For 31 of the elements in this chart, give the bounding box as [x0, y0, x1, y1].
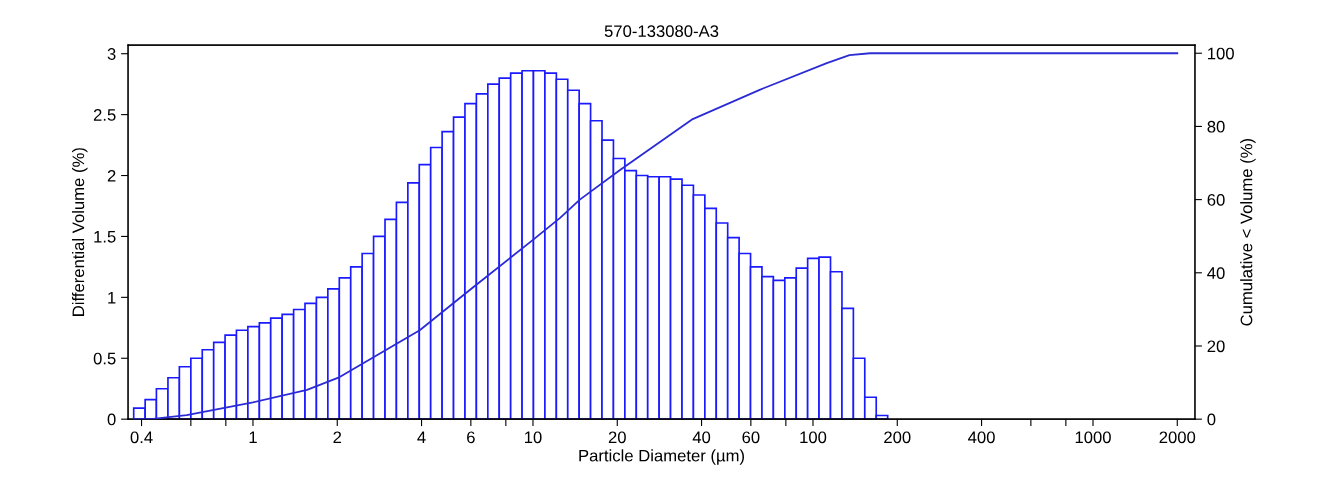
x-tick-label: 2 — [333, 431, 342, 444]
x-tick-label: 0.4 — [130, 431, 153, 444]
y2-axis-title: Cumulative < Volume (%) — [1240, 138, 1256, 326]
chart-title: 570-133080-A3 — [604, 25, 719, 38]
y-tick-label: 3 — [107, 48, 116, 60]
x-tick-label: 2000 — [1159, 431, 1196, 444]
y2-tick-label: 0 — [1207, 413, 1216, 426]
y-tick-label: 1.5 — [94, 231, 116, 243]
y-tick-label: 0.5 — [93, 352, 116, 365]
x-tick-label: 40 — [692, 431, 711, 444]
y-tick-label: 2.5 — [93, 109, 116, 121]
y2-tick-label: 60 — [1207, 194, 1225, 206]
x-tick-label: 400 — [968, 431, 995, 444]
y-tick-label: 2 — [107, 169, 116, 182]
y2-tick-label: 80 — [1207, 120, 1225, 133]
x-tick-label: 100 — [800, 431, 827, 444]
x-tick-label: 60 — [742, 431, 760, 444]
y2-tick-label: 100 — [1208, 47, 1234, 60]
x-tick-label: 20 — [608, 431, 626, 444]
x-tick-label: 6 — [467, 431, 475, 444]
x-tick-label: 200 — [884, 431, 911, 444]
y-tick-label: 0 — [107, 413, 116, 426]
x-tick-label: 10 — [524, 431, 542, 444]
x-axis-title: Particle Diameter (µm) — [579, 449, 744, 465]
y-axis-title: Differential Volume (%) — [71, 148, 88, 316]
x-tick-label: 1000 — [1075, 431, 1111, 444]
y2-tick-label: 40 — [1207, 267, 1225, 279]
x-tick-label: 1 — [249, 431, 257, 444]
x-tick-label: 4 — [417, 431, 426, 444]
y-tick-label: 1 — [108, 291, 116, 304]
y2-tick-label: 20 — [1207, 340, 1225, 353]
